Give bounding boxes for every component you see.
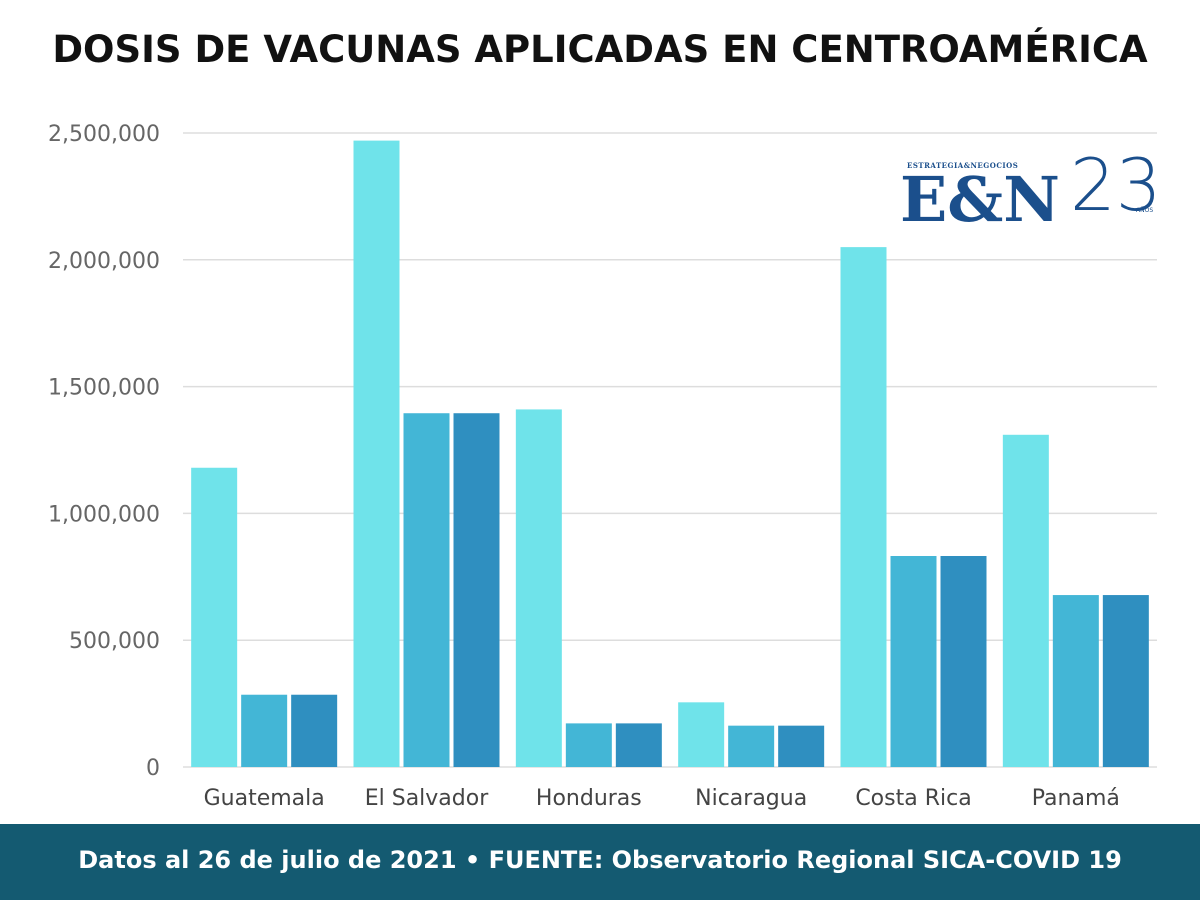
- y-tick-label: 1,500,000: [48, 376, 160, 401]
- y-tick-label: 1,000,000: [48, 502, 160, 527]
- logo-number: 23: [1070, 143, 1162, 227]
- y-tick-label: 2,500,000: [48, 122, 160, 147]
- bar-panamá-series-1: [1002, 434, 1049, 767]
- bar-costa-rica-series-3: [940, 556, 987, 767]
- logo-main-text: E&N: [900, 163, 1060, 236]
- bar-el-salvador-series-3: [453, 413, 500, 767]
- logo-small-text: ESTRATEGIA&NEGOCIOS: [907, 161, 1019, 170]
- bar-guatemala-series-3: [291, 694, 338, 767]
- bar-honduras-series-3: [615, 723, 662, 767]
- x-category-label: Costa Rica: [855, 786, 971, 811]
- bar-nicaragua-series-2: [728, 725, 775, 767]
- y-tick-label: 500,000: [69, 629, 160, 654]
- bar-chart: 0 500,000 1,000,000 1,500,000 2,000,000 2,500…: [48, 122, 1157, 811]
- logo-anos-text: AÑOS: [1136, 207, 1154, 214]
- x-category-label: Guatemala: [204, 786, 325, 811]
- bar-el-salvador-series-1: [353, 140, 400, 767]
- bar-costa-rica-series-2: [890, 556, 937, 767]
- bar-el-salvador-series-2: [403, 413, 450, 767]
- bar-guatemala-series-2: [241, 694, 288, 767]
- en-logo: ESTRATEGIA&NEGOCIOS E&N 23 AÑOS: [900, 149, 1162, 245]
- bar-costa-rica-series-1: [840, 247, 887, 767]
- footer-source-text: Datos al 26 de julio de 2021 • FUENTE: O…: [78, 846, 1122, 874]
- bar-panamá-series-3: [1102, 595, 1149, 767]
- bar-panamá-series-2: [1052, 595, 1099, 767]
- chart-title: DOSIS DE VACUNAS APLICADAS EN CENTROAMÉR…: [52, 28, 1148, 71]
- x-category-label: Panamá: [1032, 786, 1120, 811]
- y-tick-label: 2,000,000: [48, 249, 160, 274]
- bar-nicaragua-series-1: [678, 702, 725, 767]
- x-category-label: Honduras: [536, 786, 642, 811]
- x-category-label: El Salvador: [365, 786, 489, 811]
- bar-honduras-series-2: [565, 723, 612, 767]
- bar-honduras-series-1: [515, 409, 562, 767]
- bar-nicaragua-series-3: [778, 725, 825, 767]
- y-tick-label: 0: [146, 756, 160, 781]
- footer-bar: Datos al 26 de julio de 2021 • FUENTE: O…: [0, 824, 1200, 900]
- x-category-label: Nicaragua: [695, 786, 807, 811]
- bar-guatemala-series-1: [191, 467, 238, 767]
